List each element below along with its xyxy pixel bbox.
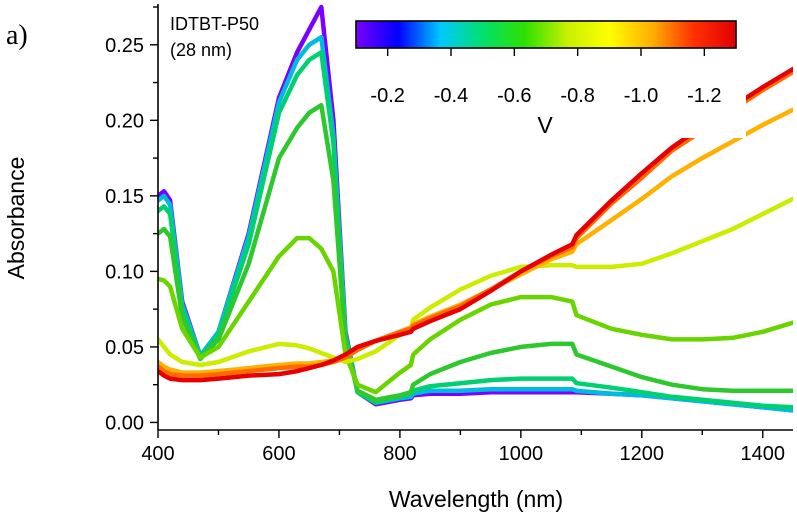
series-line-4 xyxy=(158,102,793,403)
series-group xyxy=(158,4,793,413)
colorbar-label: V xyxy=(537,112,553,138)
panel-label: a) xyxy=(6,20,28,51)
colorbar-tick-label: -1.0 xyxy=(624,85,658,107)
annotation-sample-name: IDTBT-P50 xyxy=(170,14,259,34)
annotation-background xyxy=(166,8,284,64)
x-tick-label: 600 xyxy=(262,443,295,465)
x-tick-label: 1400 xyxy=(741,443,786,465)
y-tick-label: 0.05 xyxy=(105,337,144,359)
y-tick-label: 0.25 xyxy=(105,35,144,57)
y-tick-label: 0.15 xyxy=(105,186,144,208)
colorbar-tick-label: -0.6 xyxy=(497,85,531,107)
x-tick-label: 1000 xyxy=(499,443,544,465)
colorbar-ticks: -0.2 -0.4 -0.6 -0.8 -1.0 -1.2 xyxy=(370,48,722,107)
colorbar-tick-label: -0.8 xyxy=(560,85,594,107)
y-tick-label: 0.00 xyxy=(105,412,144,434)
series-line-9 xyxy=(158,66,793,383)
x-tick-label: 400 xyxy=(141,443,174,465)
y-tick-label: 0.10 xyxy=(105,261,144,283)
x-axis-label: Wavelength (nm) xyxy=(389,486,563,512)
voltage-colorbar: -0.2 -0.4 -0.6 -0.8 -1.0 -1.2 V xyxy=(342,14,746,138)
colorbar-tick-label: -0.4 xyxy=(434,85,468,107)
annotation-thickness: (28 nm) xyxy=(170,40,232,60)
series-line-5 xyxy=(158,235,793,395)
y-tick-label: 0.20 xyxy=(105,110,144,132)
colorbar-gradient xyxy=(355,20,737,49)
x-tick-label: 800 xyxy=(383,443,416,465)
colorbar-tick-label: -1.2 xyxy=(687,85,721,107)
series-line-8 xyxy=(158,69,793,378)
x-tick-label: 1200 xyxy=(620,443,665,465)
x-axis-ticks: 400 600 800 1000 1200 1400 xyxy=(141,430,785,465)
colorbar-tick-label: -0.2 xyxy=(370,85,404,107)
y-axis-ticks: 0.00 0.05 0.10 0.15 0.20 0.25 xyxy=(105,6,158,434)
y-axis-label: Absorbance xyxy=(3,157,29,280)
